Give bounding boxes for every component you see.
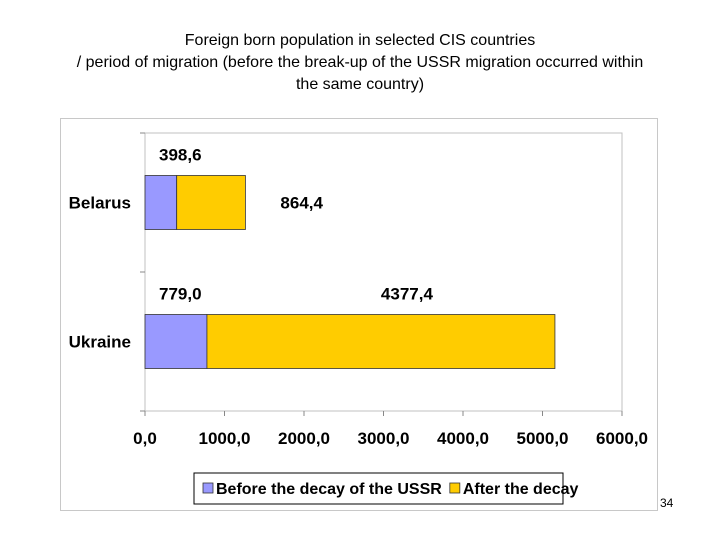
bar-segment: [176, 175, 246, 230]
title-line-2: / period of migration (before the break-…: [76, 54, 644, 71]
page-number: 34: [660, 496, 674, 510]
x-tick-label: 2000,0: [278, 429, 330, 448]
x-tick-label: 0,0: [133, 429, 157, 448]
title-line-1: Foreign born population in selected CIS …: [184, 32, 536, 49]
legend-swatch: [449, 482, 461, 494]
legend-swatch: [202, 482, 214, 494]
bar-segment: [144, 175, 178, 230]
x-tick-label: 4000,0: [437, 429, 489, 448]
plot-area: [144, 132, 623, 412]
legend-label: After the decay: [463, 481, 579, 498]
category-label: Ukraine: [69, 333, 131, 352]
bar-segment: [206, 314, 556, 369]
bar-segment: [144, 314, 208, 369]
data-label: 398,6: [159, 146, 202, 165]
data-label: 779,0: [159, 285, 202, 304]
data-label: 864,4: [280, 194, 323, 213]
legend-label: Before the decay of the USSR: [216, 481, 442, 498]
x-tick-label: 3000,0: [358, 429, 410, 448]
legend-box: [193, 472, 564, 505]
category-label: Belarus: [69, 194, 131, 213]
title-line-3: the same country): [295, 76, 425, 93]
x-tick-label: 6000,0: [596, 429, 648, 448]
data-label: 4377,4: [381, 285, 434, 304]
chart-frame: 0,0 1000,0 2000,0 3000,0 4000,0 5000,0 6000,0 B…: [60, 118, 658, 511]
x-tick-label: 1000,0: [199, 429, 251, 448]
slide-title: Foreign born population in selected CIS …: [20, 30, 700, 96]
x-tick-label: 5000,0: [517, 429, 569, 448]
stacked-bar-chart: 0,0 1000,0 2000,0 3000,0 4000,0 5000,0 6000,0 B…: [69, 132, 648, 505]
